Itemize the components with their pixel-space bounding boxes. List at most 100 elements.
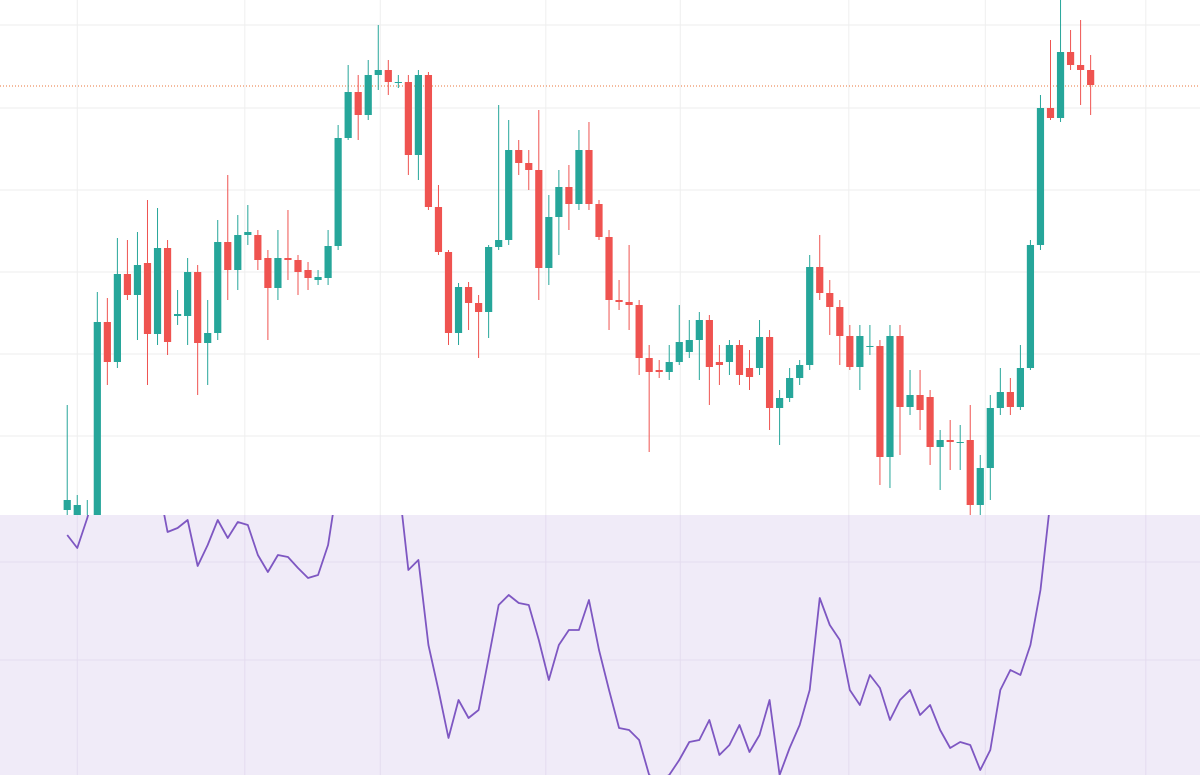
- candle-body: [936, 440, 944, 447]
- candle-body: [675, 342, 683, 362]
- candle-body: [414, 75, 422, 155]
- candle-body: [605, 237, 613, 300]
- candle-body: [745, 368, 754, 377]
- candle-body: [755, 337, 764, 368]
- candle-body: [1087, 70, 1095, 85]
- candle-body: [424, 75, 433, 207]
- candle-body: [866, 346, 874, 347]
- candle-body: [474, 303, 483, 312]
- price-pane: [0, 0, 1200, 515]
- candle-body: [1006, 392, 1014, 407]
- candle-body: [495, 240, 503, 247]
- candle-body: [685, 340, 693, 352]
- candle-body: [324, 246, 332, 278]
- candle-body: [153, 248, 162, 334]
- candle-body: [304, 270, 312, 278]
- candle-body: [194, 272, 202, 343]
- candle-body: [575, 150, 583, 204]
- candle-body: [314, 277, 322, 280]
- candle-body: [715, 362, 723, 365]
- candle-body: [204, 333, 212, 343]
- candle-body: [896, 336, 904, 407]
- candle-body: [284, 258, 292, 260]
- candle-body: [444, 252, 453, 333]
- candle-body: [123, 274, 132, 295]
- candle-body: [1046, 108, 1055, 118]
- candle-body: [635, 305, 643, 358]
- candle-body: [214, 242, 222, 333]
- candle-body: [665, 362, 673, 372]
- candle-body: [404, 82, 412, 155]
- candle-body: [224, 242, 232, 270]
- candle-body: [505, 150, 513, 240]
- candle-body: [485, 247, 493, 312]
- candle-body: [344, 92, 352, 138]
- candle-body: [184, 272, 192, 316]
- indicator-pane: [0, 515, 1200, 775]
- candle-body: [735, 345, 744, 375]
- candle-body: [354, 92, 362, 115]
- candle-body: [876, 346, 884, 457]
- candle-body: [1016, 368, 1025, 407]
- indicator-line: [66, 515, 1050, 775]
- candle-body: [655, 370, 663, 372]
- candle-body: [1056, 52, 1065, 118]
- candle-body: [454, 287, 463, 333]
- candle-body: [765, 337, 774, 408]
- candle-body: [133, 265, 142, 295]
- candle-body: [856, 336, 864, 367]
- candle-body: [515, 150, 523, 163]
- candle-body: [886, 336, 894, 457]
- candle-body: [585, 150, 593, 204]
- candle-body: [103, 322, 111, 362]
- candle-body: [234, 235, 242, 270]
- candle-body: [956, 442, 964, 443]
- candle-body: [264, 258, 272, 288]
- candle-body: [645, 358, 653, 372]
- candle-body: [143, 263, 152, 334]
- candle-body: [595, 204, 603, 237]
- candle-body: [996, 392, 1004, 408]
- candle-body: [946, 440, 954, 442]
- candle-body: [625, 302, 633, 305]
- candle-body: [615, 300, 623, 302]
- candle-body: [926, 397, 934, 447]
- candle-body: [826, 293, 834, 307]
- candle-body: [364, 75, 372, 115]
- candle-body: [705, 320, 713, 367]
- candle-body: [836, 307, 844, 336]
- candle-body: [254, 235, 262, 260]
- candle-body: [806, 267, 814, 365]
- candle-body: [906, 395, 914, 407]
- candle-body: [394, 82, 402, 83]
- candle-body: [535, 170, 543, 268]
- candle-body: [565, 187, 573, 204]
- candle-body: [1066, 52, 1075, 65]
- candle-body: [464, 287, 473, 303]
- candle-body: [1036, 108, 1045, 245]
- candle-body: [334, 138, 342, 246]
- candle-body: [1026, 245, 1035, 368]
- candle-body: [163, 248, 172, 342]
- candle-body: [846, 336, 854, 367]
- candle-body: [775, 398, 784, 408]
- candle-body: [786, 378, 794, 398]
- candle-body: [434, 207, 443, 252]
- candle-body: [93, 322, 101, 515]
- candle-body: [63, 500, 71, 510]
- candle-body: [294, 260, 302, 272]
- candle-body: [374, 70, 382, 75]
- candle-body: [986, 408, 994, 468]
- pane-background: [0, 515, 1200, 775]
- candle-body: [695, 320, 703, 340]
- candle-body: [1077, 65, 1085, 70]
- candle-body: [545, 217, 553, 268]
- candle-body: [73, 505, 81, 515]
- candle-body: [525, 163, 533, 170]
- candle-body: [173, 314, 182, 316]
- candle-body: [274, 258, 282, 288]
- candle-body: [916, 395, 924, 410]
- candle-body: [966, 440, 974, 505]
